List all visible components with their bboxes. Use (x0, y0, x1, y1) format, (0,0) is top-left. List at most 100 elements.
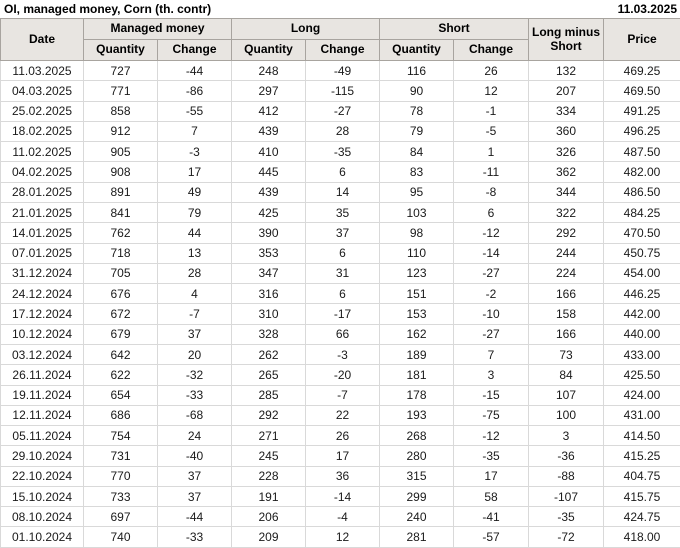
cell-long-quantity: 206 (231, 506, 306, 528)
cell-long-minus-short: 326 (528, 141, 605, 163)
cell-long-change: 26 (304, 425, 381, 447)
cell-short-change: -8 (453, 181, 530, 203)
cell-long-change: 6 (304, 161, 381, 183)
table-row: 25.02.2025 858 -55 412 -27 78 -1 334 491.25 (0, 100, 680, 122)
cell-long-quantity: 248 (231, 59, 306, 82)
cell-date: 10.12.2024 (0, 323, 84, 345)
cell-short-change: -15 (453, 384, 530, 406)
table-row: 10.12.2024 679 37 328 66 162 -27 166 440.00 (0, 323, 680, 345)
cell-mm-quantity: 686 (83, 404, 158, 427)
cell-long-minus-short: -72 (528, 526, 605, 548)
cell-mm-change: -7 (157, 303, 232, 325)
cell-mm-change: 44 (157, 222, 232, 244)
cell-long-change: -3 (304, 343, 381, 366)
cell-short-change: 12 (453, 80, 530, 102)
cell-short-change: -14 (453, 242, 530, 264)
cell-long-quantity: 262 (231, 343, 306, 366)
cell-long-minus-short: 84 (528, 364, 605, 386)
cell-price: 415.75 (603, 485, 680, 508)
cell-mm-change: 79 (157, 201, 232, 224)
table-row: 14.01.2025 762 44 390 37 98 -12 292 470.50 (0, 222, 680, 244)
table-row: 04.02.2025 908 17 445 6 83 -11 362 482.00 (0, 161, 680, 183)
cell-mm-quantity: 697 (83, 506, 158, 528)
table-row: 04.03.2025 771 -86 297 -115 90 12 207 469.50 (0, 80, 680, 102)
cell-mm-change: 49 (157, 181, 232, 203)
cell-long-minus-short: 322 (528, 201, 605, 224)
cell-short-change: 7 (453, 343, 530, 366)
cell-mm-quantity: 654 (83, 384, 158, 406)
cell-mm-change: -44 (157, 59, 232, 82)
cell-mm-quantity: 718 (83, 242, 158, 264)
cell-long-minus-short: 292 (528, 222, 605, 244)
table-row: 11.02.2025 905 -3 410 -35 84 1 326 487.50 (0, 141, 680, 163)
cell-mm-quantity: 642 (83, 343, 158, 366)
cell-long-quantity: 265 (231, 364, 306, 386)
table-row: 19.11.2024 654 -33 285 -7 178 -15 107 424.00 (0, 384, 680, 406)
cell-short-quantity: 299 (379, 485, 455, 508)
cell-mm-change: -68 (157, 404, 232, 427)
cell-long-quantity: 439 (231, 120, 306, 143)
table-row: 15.10.2024 733 37 191 -14 299 58 -107 415.75 (0, 485, 680, 508)
cell-mm-quantity: 762 (83, 222, 158, 244)
cell-mm-change: 37 (157, 465, 232, 487)
cell-short-change: -11 (453, 161, 530, 183)
cell-mm-change: -44 (157, 506, 232, 528)
cell-short-quantity: 181 (379, 364, 455, 386)
cell-long-change: -27 (304, 100, 381, 122)
cell-long-change: 37 (304, 222, 381, 244)
cell-price: 482.00 (603, 161, 680, 183)
cell-mm-change: -33 (157, 526, 232, 548)
cell-long-minus-short: 3 (528, 425, 605, 447)
cell-short-change: -2 (453, 283, 530, 305)
cell-short-change: -12 (453, 222, 530, 244)
cell-mm-quantity: 727 (83, 59, 158, 82)
cell-short-quantity: 79 (379, 120, 455, 143)
table-row: 01.10.2024 740 -33 209 12 281 -57 -72 418.00 (0, 526, 680, 548)
cell-short-quantity: 103 (379, 201, 455, 224)
table-row: 29.10.2024 731 -40 245 17 280 -35 -36 415.25 (0, 445, 680, 467)
cell-mm-change: 13 (157, 242, 232, 264)
cell-short-quantity: 315 (379, 465, 455, 487)
cell-long-change: 17 (304, 445, 381, 467)
col-header-mm-quantity: Quantity (83, 39, 158, 61)
cell-long-change: 14 (304, 181, 381, 203)
cell-mm-quantity: 740 (83, 526, 158, 548)
cell-long-minus-short: 166 (528, 283, 605, 305)
cell-date: 14.01.2025 (0, 222, 84, 244)
cell-short-quantity: 95 (379, 181, 455, 203)
cell-price: 450.75 (603, 242, 680, 264)
cell-short-quantity: 268 (379, 425, 455, 447)
cell-mm-change: 7 (157, 120, 232, 143)
cell-short-quantity: 162 (379, 323, 455, 345)
cell-short-quantity: 78 (379, 100, 455, 122)
table-row: 18.02.2025 912 7 439 28 79 -5 360 496.25 (0, 120, 680, 143)
cell-date: 07.01.2025 (0, 242, 84, 264)
cell-long-minus-short: 73 (528, 343, 605, 366)
cell-mm-quantity: 676 (83, 283, 158, 305)
cell-long-quantity: 228 (231, 465, 306, 487)
cell-mm-quantity: 841 (83, 201, 158, 224)
cell-date: 19.11.2024 (0, 384, 84, 406)
cell-price: 431.00 (603, 404, 680, 427)
cell-long-quantity: 310 (231, 303, 306, 325)
cell-short-quantity: 83 (379, 161, 455, 183)
cell-date: 01.10.2024 (0, 526, 84, 548)
cell-short-quantity: 84 (379, 141, 455, 163)
cell-short-quantity: 151 (379, 283, 455, 305)
cell-long-minus-short: -35 (528, 506, 605, 528)
cell-price: 491.25 (603, 100, 680, 122)
cell-short-change: 1 (453, 141, 530, 163)
cell-price: 470.50 (603, 222, 680, 244)
cell-long-quantity: 297 (231, 80, 306, 102)
cell-short-quantity: 98 (379, 222, 455, 244)
cell-short-change: 6 (453, 201, 530, 224)
col-group-short: Short (379, 18, 530, 40)
cell-long-change: -49 (304, 59, 381, 82)
cell-mm-quantity: 733 (83, 485, 158, 508)
cell-mm-change: 17 (157, 161, 232, 183)
cell-short-quantity: 123 (379, 262, 455, 285)
cell-long-minus-short: 132 (528, 59, 605, 82)
col-header-short-quantity: Quantity (379, 39, 455, 61)
cell-long-minus-short: 334 (528, 100, 605, 122)
cell-short-change: -41 (453, 506, 530, 528)
